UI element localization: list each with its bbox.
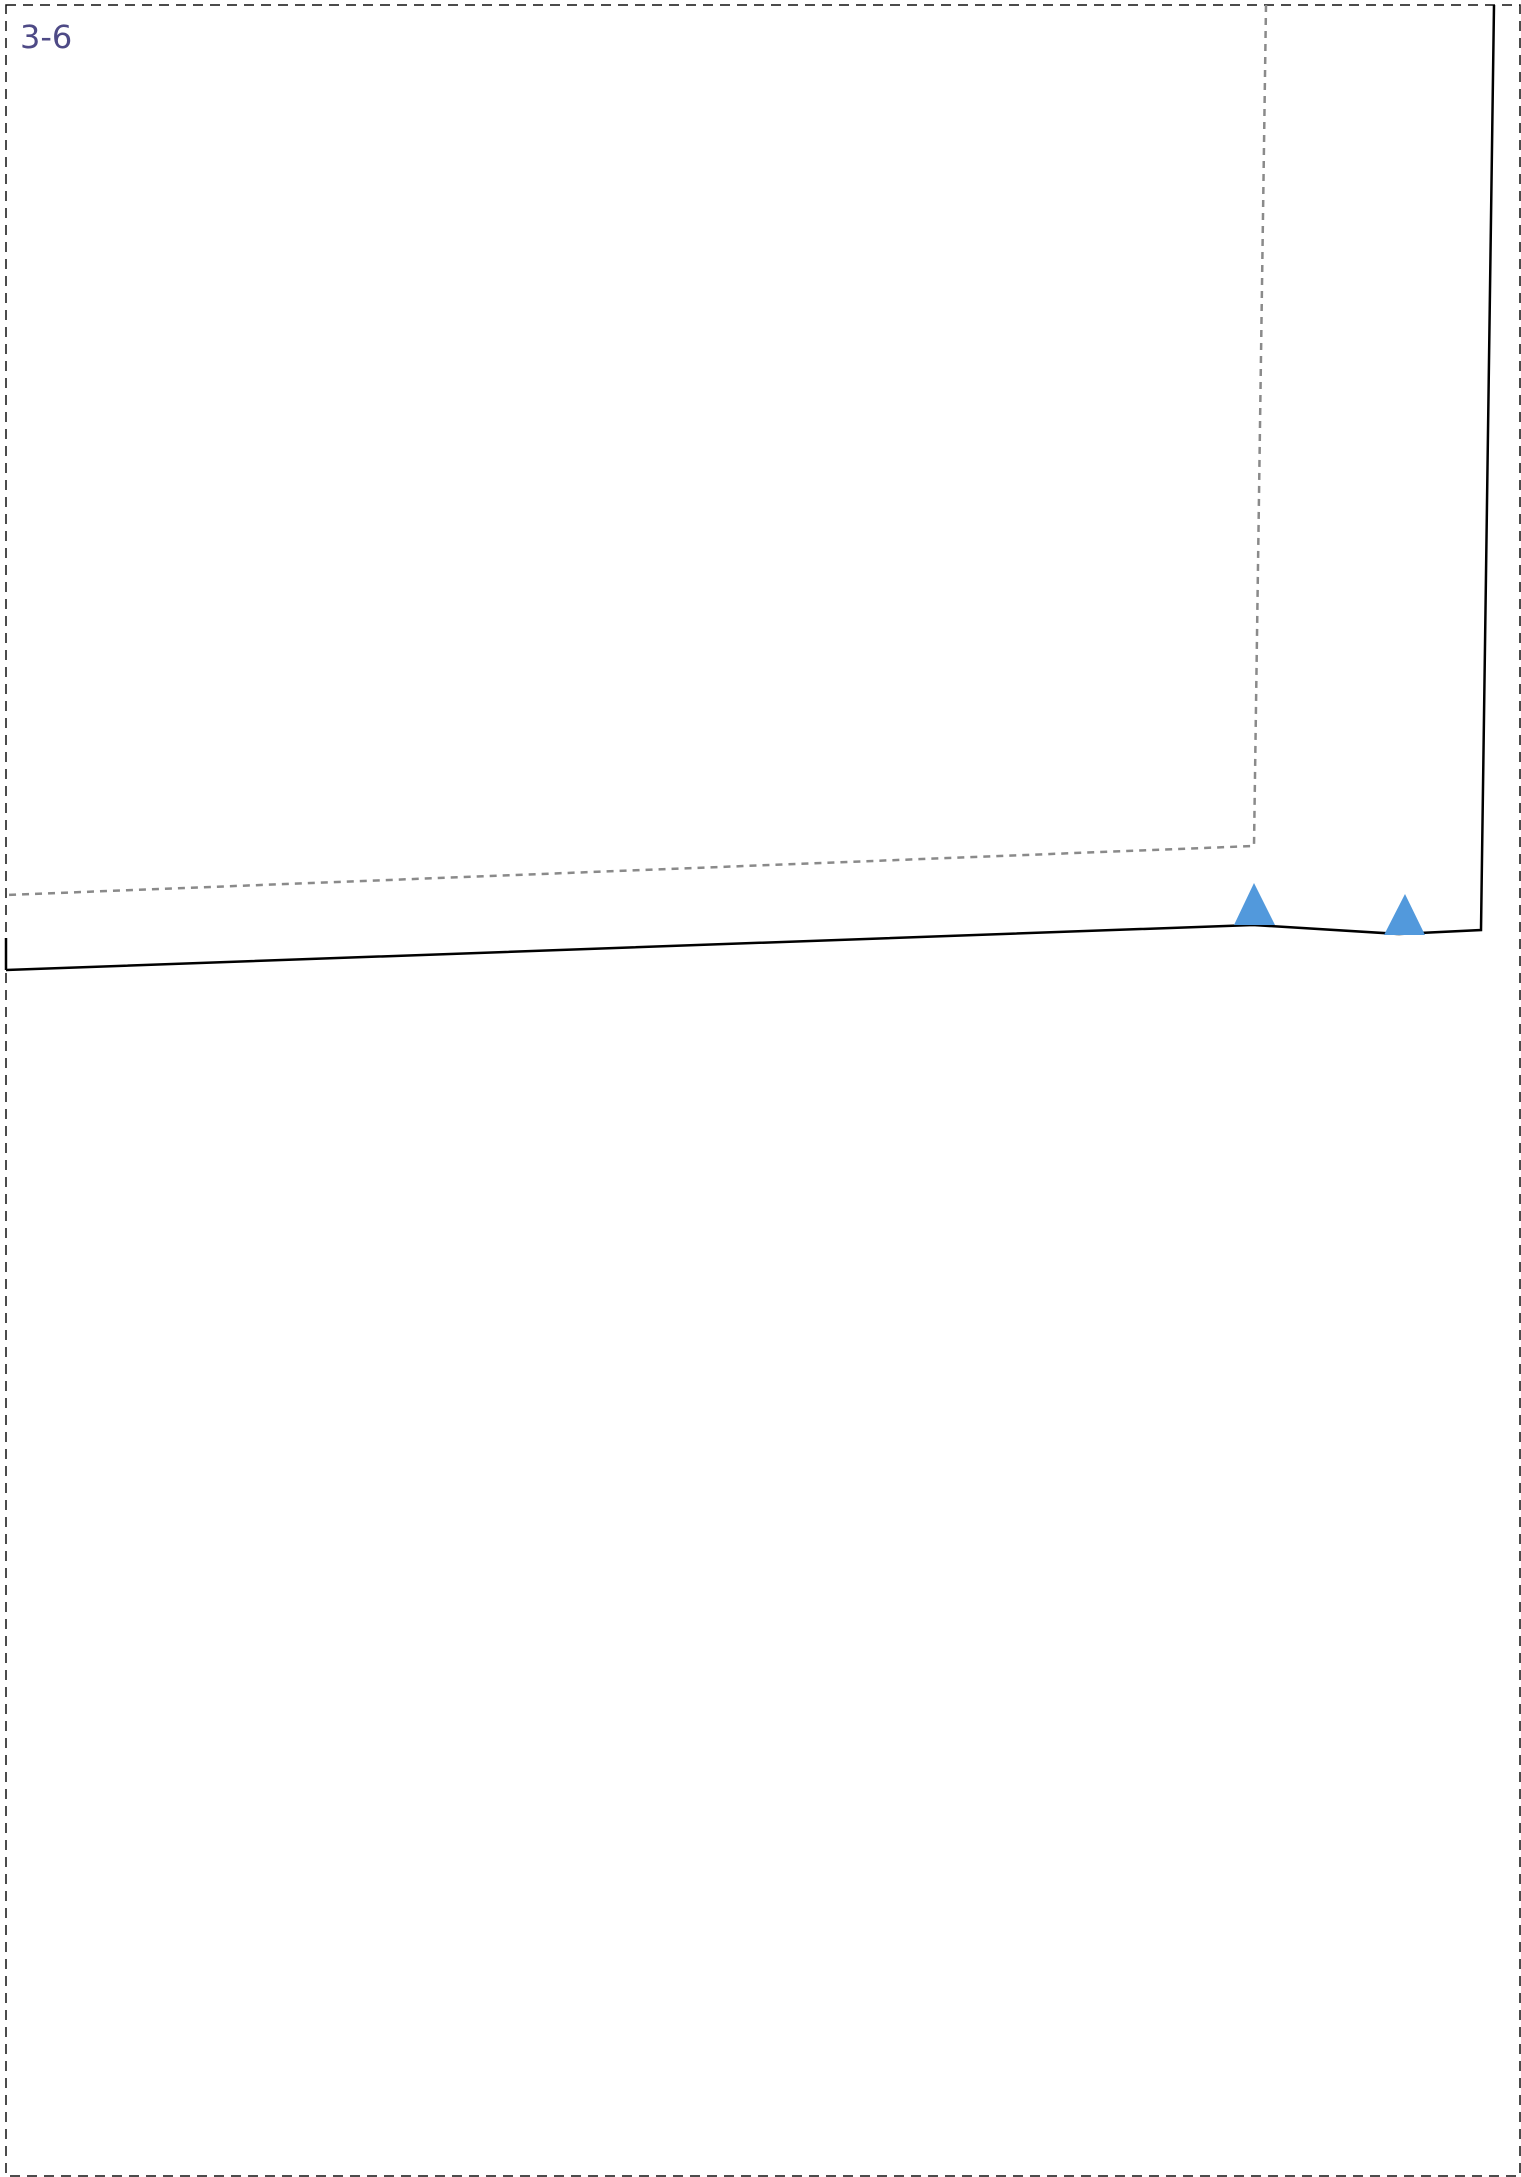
page-label: 3-6 [20, 18, 72, 56]
seam-guide-line [5, 4, 1268, 897]
notch-marker-1 [1234, 883, 1275, 925]
notch-marker-2 [1384, 894, 1425, 935]
pattern-outline [5, 4, 1496, 972]
page-border [5, 4, 1521, 2177]
